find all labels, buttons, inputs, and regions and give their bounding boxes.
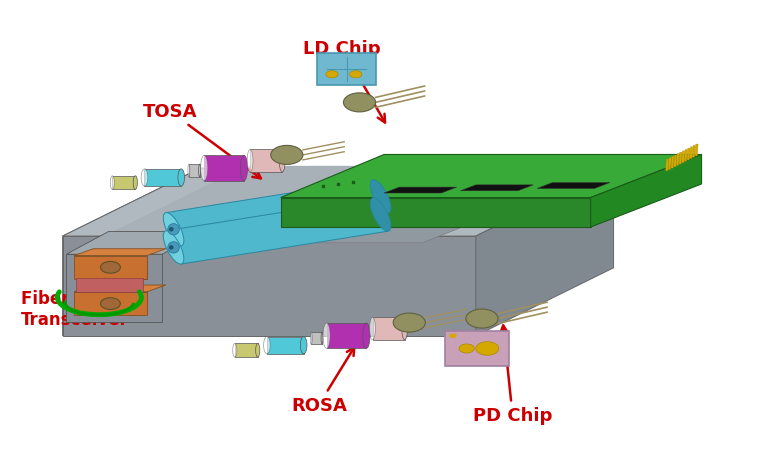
Polygon shape [78,262,147,279]
Circle shape [476,342,498,355]
Ellipse shape [169,228,174,232]
Polygon shape [537,183,610,189]
Polygon shape [687,149,690,161]
Polygon shape [78,286,147,304]
Polygon shape [674,156,677,167]
Ellipse shape [111,177,114,190]
Polygon shape [326,324,366,349]
Text: TOSA: TOSA [143,103,261,179]
Polygon shape [372,318,405,340]
Polygon shape [690,147,693,159]
Circle shape [466,309,498,329]
Polygon shape [235,344,258,357]
Polygon shape [668,158,671,170]
Polygon shape [74,256,147,279]
Circle shape [459,344,475,353]
Text: LD Chip: LD Chip [303,40,385,123]
Ellipse shape [240,156,247,181]
Polygon shape [67,232,204,255]
Ellipse shape [199,165,200,177]
Polygon shape [144,170,181,187]
Polygon shape [250,150,282,173]
Ellipse shape [178,170,184,187]
Circle shape [101,262,121,273]
Circle shape [343,94,376,113]
Polygon shape [476,169,614,336]
Polygon shape [63,169,200,336]
Polygon shape [74,285,166,292]
Ellipse shape [141,170,147,187]
Text: Fiber Optic
Transceiver: Fiber Optic Transceiver [21,269,131,328]
Ellipse shape [370,198,391,232]
Circle shape [349,71,362,79]
Ellipse shape [188,165,190,177]
Polygon shape [695,145,698,157]
Polygon shape [67,255,162,323]
Polygon shape [63,237,476,336]
Ellipse shape [133,177,137,190]
Ellipse shape [321,332,323,345]
Ellipse shape [168,224,179,235]
Ellipse shape [300,337,307,354]
Polygon shape [671,157,674,169]
Ellipse shape [233,344,237,357]
Circle shape [326,71,338,79]
Ellipse shape [169,246,174,250]
Ellipse shape [362,324,370,349]
Polygon shape [74,292,147,316]
Ellipse shape [200,156,208,181]
Ellipse shape [164,231,184,264]
Ellipse shape [168,242,179,253]
Polygon shape [204,156,244,181]
Polygon shape [684,150,687,162]
Polygon shape [74,249,166,256]
Polygon shape [461,186,533,191]
Circle shape [393,313,425,332]
Polygon shape [166,180,388,246]
Ellipse shape [402,318,408,340]
Circle shape [449,334,457,339]
Polygon shape [280,198,591,228]
Text: ROSA: ROSA [291,348,354,414]
Polygon shape [384,188,457,193]
Ellipse shape [280,150,285,173]
Polygon shape [170,207,514,243]
Circle shape [101,298,121,310]
Polygon shape [112,177,135,190]
Polygon shape [591,155,701,228]
Polygon shape [682,152,685,163]
Ellipse shape [310,332,313,345]
Polygon shape [76,278,143,292]
Polygon shape [166,198,388,264]
FancyBboxPatch shape [445,331,509,366]
Polygon shape [267,337,303,354]
Polygon shape [677,154,680,166]
Ellipse shape [263,337,270,354]
Polygon shape [693,146,696,158]
Polygon shape [63,169,614,237]
FancyBboxPatch shape [317,53,376,86]
Ellipse shape [369,318,376,340]
Polygon shape [108,167,575,234]
Polygon shape [666,160,669,172]
Polygon shape [280,155,701,198]
Polygon shape [311,332,322,345]
Polygon shape [679,153,682,165]
Ellipse shape [247,150,253,173]
Ellipse shape [256,344,260,357]
Circle shape [271,146,303,165]
Ellipse shape [370,180,391,214]
Polygon shape [189,165,200,177]
Text: PD Chip: PD Chip [473,326,552,424]
Ellipse shape [164,213,184,247]
Ellipse shape [323,324,330,349]
